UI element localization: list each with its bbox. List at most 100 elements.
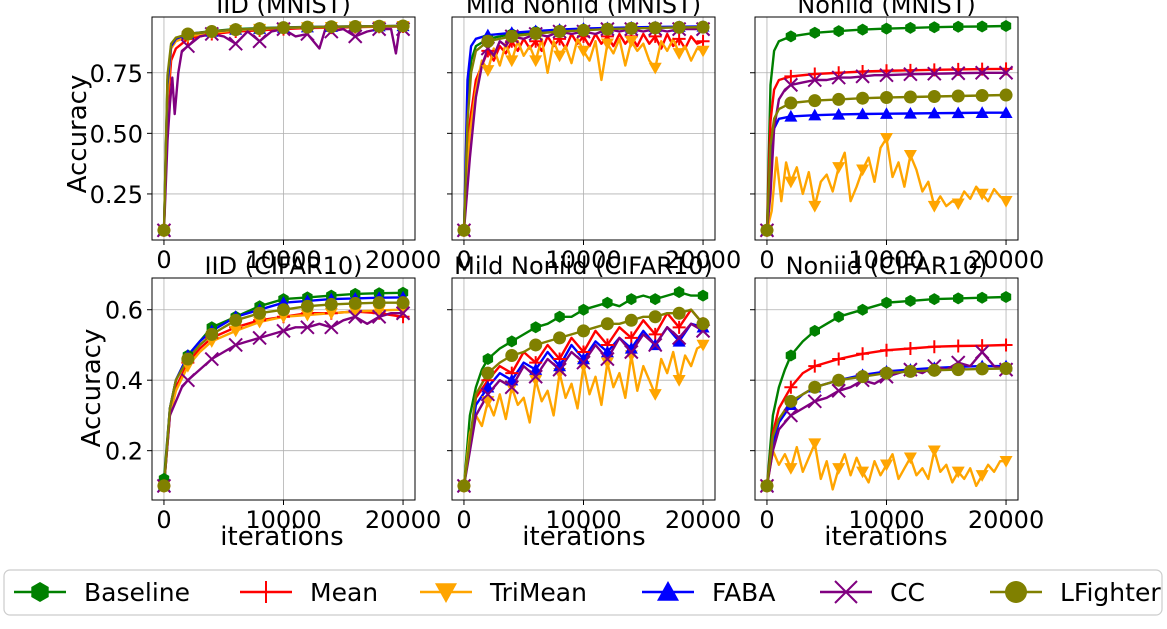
data-point-trimean [927,445,941,458]
data-point-faba [672,334,686,347]
data-point-baseline [857,303,868,316]
data-point-baseline [578,303,589,316]
data-point-cc [276,323,291,339]
data-point-lfighter [624,21,638,35]
x-axis-label-2: iterations [522,522,645,552]
data-point-lfighter [253,306,267,320]
data-point-lfighter [457,223,471,237]
subplot-5: 0 10000 20000 Mild Noniid (CIFAR10) [447,252,741,534]
data-point-trimean [300,309,314,322]
data-point-lfighter [999,362,1013,376]
data-point-trimean [903,452,917,465]
data-point-lfighter [880,90,893,104]
data-point-faba [927,106,941,119]
data-point-cc [576,355,591,370]
data-point-lfighter [229,23,243,37]
data-point-mean [784,69,798,83]
legend-marker [255,581,277,603]
data-point-cc [998,65,1014,80]
data-point-lfighter [808,94,822,108]
data-point-baseline [809,26,820,39]
x-tick-label: 0 [456,246,471,274]
data-point-lfighter [856,370,870,384]
data-point-trimean [832,463,846,475]
data-point-lfighter [457,479,471,493]
plot-frame [754,277,1019,501]
data-point-lfighter [229,313,243,327]
data-point-trimean [577,45,590,58]
plot-frame [451,277,716,501]
data-point-cc [228,36,243,51]
data-point-baseline [833,310,844,323]
data-point-faba [880,107,893,119]
data-point-lfighter [903,364,917,378]
data-point-trimean [856,466,870,479]
subplot-4: 0 10000 20000 0.2 0.4 0.6 IID (CIFAR10) [105,252,441,534]
x-tick-label: 10000 [245,246,321,274]
data-point-cc [395,306,411,321]
data-point-lfighter [277,21,290,35]
data-point-lfighter [856,91,870,105]
x-axis-label-1: iterations [220,522,343,552]
data-point-faba [999,106,1013,118]
legend-label: Mean [310,578,378,607]
data-point-lfighter [372,19,386,33]
data-point-lfighter [481,34,495,48]
data-point-mean [672,320,686,334]
data-point-trimean [481,65,495,77]
data-point-lfighter [600,317,614,331]
x-tick-label: 20000 [665,246,741,274]
data-point-lfighter [760,479,774,493]
data-point-cc [974,344,990,360]
data-point-lfighter [600,22,614,36]
subplot-6: 0 10000 20000 Noniid (CIFAR10) [750,252,1044,534]
data-point-lfighter [505,29,519,43]
data-point-lfighter [760,223,774,237]
data-point-mean [975,339,989,353]
legend-marker [834,580,858,604]
y-tick-label: 0.2 [105,438,143,466]
data-point-lfighter [577,324,590,338]
data-point-baseline [809,324,820,337]
data-point-cc [204,351,219,367]
data-point-faba [903,106,917,119]
data-point-lfighter [324,297,338,311]
x-tick-label: 10000 [848,506,924,534]
legend-marker [31,582,49,602]
data-point-faba [624,341,638,354]
data-point-trimean [648,62,662,75]
subplot-title: Noniid (MNIST) [797,0,975,19]
data-point-mean [784,380,798,394]
data-point-baseline [905,294,916,307]
data-point-faba [856,107,870,120]
x-tick-label: 10000 [545,506,621,534]
legend: Baseline Mean TriMean FABA CC LFighter [3,569,1163,616]
data-point-faba [553,359,567,372]
series-line-trimean [765,137,1007,231]
y-axis-label-top: Accuracy [63,75,93,194]
data-point-trimean [784,176,798,189]
data-point-trimean [624,36,638,48]
data-point-faba [505,373,519,386]
series-group [156,286,411,494]
data-point-baseline [506,335,517,348]
data-point-trimean [672,48,686,60]
data-point-lfighter [903,90,917,104]
data-point-baseline [626,293,637,306]
data-point-cc [324,320,339,335]
plot-frame [151,16,416,241]
data-point-lfighter [372,296,386,310]
subplot-title: Mild Noniid (MNIST) [466,0,701,19]
x-axis-label-3: iterations [824,522,947,552]
data-point-lfighter [696,20,710,34]
data-point-trimean [529,55,543,68]
data-point-lfighter [396,296,410,310]
data-point-lfighter [975,362,989,376]
data-point-baseline [929,21,940,34]
x-tick-label: 20000 [365,506,441,534]
data-point-trimean [999,456,1013,468]
data-point-cc [180,38,196,54]
data-point-lfighter [300,299,314,313]
subplot-title: Mild Noniid (CIFAR10) [454,252,713,280]
data-point-trimean [927,200,941,213]
